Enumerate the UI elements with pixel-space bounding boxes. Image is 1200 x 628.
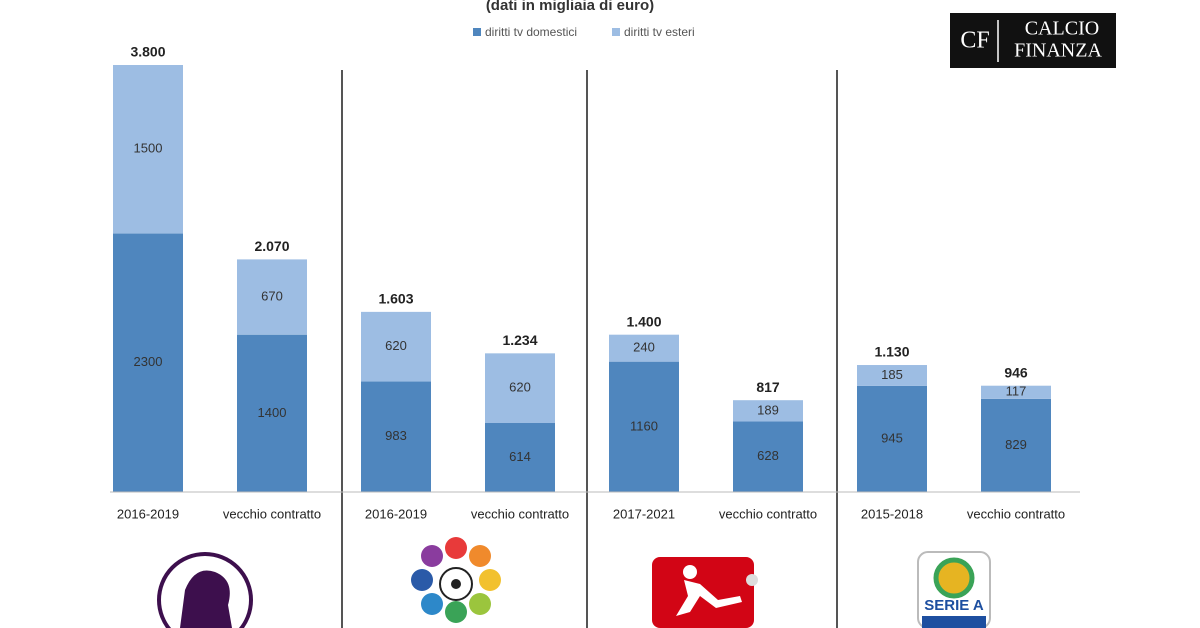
bar-segment	[733, 400, 803, 422]
total-label: 2.070	[254, 238, 289, 254]
legend-swatch	[612, 28, 620, 36]
laliga-logo	[411, 537, 501, 623]
bundesliga-logo	[652, 557, 758, 628]
bar-segment	[113, 65, 183, 234]
logo-cf: CF	[960, 28, 989, 54]
serie-a-logo	[917, 551, 991, 628]
segment-label: 185	[881, 367, 903, 382]
total-label: 946	[1004, 364, 1028, 380]
total-label: 1.130	[874, 344, 909, 360]
bar-segment	[609, 334, 679, 362]
logo-box	[950, 13, 1116, 68]
segment-label: 1500	[134, 141, 163, 156]
x-tick-label: 2017-2021	[613, 506, 675, 521]
bar-segment	[237, 259, 307, 335]
bar-segment	[485, 353, 555, 424]
logo-top: CALCIO	[1025, 18, 1099, 40]
bar-segment	[981, 398, 1051, 492]
bar-segment	[981, 385, 1051, 399]
x-tick-label: vecchio contratto	[967, 506, 1065, 521]
bar-segment	[361, 381, 431, 492]
legend-label: diritti tv domestici	[485, 25, 577, 39]
segment-label: 2300	[134, 354, 163, 369]
bar-segment	[113, 233, 183, 493]
serie-a-label: SERIE A	[924, 597, 984, 614]
segment-label: 620	[509, 380, 531, 395]
segment-label: 240	[633, 340, 655, 355]
total-label: 1.234	[502, 332, 537, 348]
x-tick-label: vecchio contratto	[719, 506, 817, 521]
chart-subtitle: (dati in migliaia di euro)	[486, 0, 654, 14]
x-tick-label: 2016-2019	[365, 506, 427, 521]
total-label: 1.603	[378, 291, 413, 307]
legend-swatch	[473, 28, 481, 36]
bar-segment	[857, 365, 927, 386]
segment-label: 670	[261, 288, 283, 303]
segment-label: 829	[1005, 437, 1027, 452]
legend-label: diritti tv esteri	[624, 25, 695, 39]
bar-segment	[361, 311, 431, 382]
total-label: 3.800	[130, 44, 165, 60]
x-tick-label: 2015-2018	[861, 506, 923, 521]
segment-label: 614	[509, 449, 531, 464]
segment-label: 628	[757, 448, 779, 463]
total-label: 1.400	[626, 313, 661, 329]
total-label: 817	[756, 379, 780, 395]
bar-segment	[485, 423, 555, 492]
segment-label: 983	[385, 428, 407, 443]
segment-label: 945	[881, 430, 903, 445]
x-tick-label: 2016-2019	[117, 506, 179, 521]
bar-segment	[857, 385, 927, 492]
segment-label: 620	[385, 338, 407, 353]
x-tick-label: vecchio contratto	[223, 506, 321, 521]
segment-label: 189	[757, 402, 779, 417]
bar-segment	[733, 421, 803, 492]
logo-bottom: FINANZA	[1014, 40, 1102, 62]
segment-label: 117	[1006, 384, 1027, 399]
bar-segment	[237, 334, 307, 492]
x-tick-label: vecchio contratto	[471, 506, 569, 521]
bar-segment	[609, 361, 679, 492]
segment-label: 1400	[258, 405, 287, 420]
premier-league-logo	[157, 552, 253, 628]
segment-label: 1160	[630, 418, 658, 433]
